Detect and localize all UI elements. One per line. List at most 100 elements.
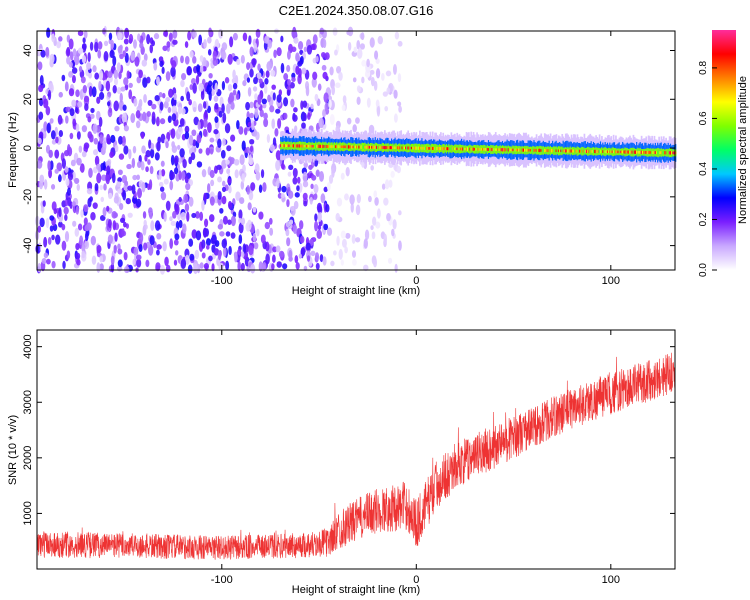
spectrogram-cell (191, 129, 197, 137)
spectrogram-cell (187, 264, 193, 274)
spectrogram-cell (68, 70, 74, 78)
spectrogram-cell (124, 180, 129, 187)
spectrogram-cell (334, 49, 338, 56)
spectrogram-cell (636, 150, 638, 154)
spectrogram-cell (154, 94, 160, 102)
spectrogram-cell (248, 245, 254, 256)
spectrogram-cell (406, 146, 408, 150)
spectrogram-cell (302, 171, 308, 183)
spectrogram-cell (375, 68, 381, 79)
spectrogram-cell (55, 234, 61, 245)
spectrogram-cell (142, 77, 148, 88)
spectrogram-cell (245, 101, 251, 111)
spectrogram-cell (239, 197, 245, 204)
spectrogram-cell (140, 132, 145, 140)
spectrogram-cell (170, 128, 176, 139)
spectrogram-cell (139, 232, 144, 244)
spectrogram-cell (403, 146, 406, 150)
spectrogram-cell (208, 27, 212, 36)
spectrogram-cell (298, 67, 302, 79)
spectrogram-cell (68, 88, 75, 97)
spectrogram-cell (126, 70, 131, 79)
spectrogram-cell (349, 194, 355, 205)
spectrogram-cell (193, 263, 198, 275)
spectrogram-cell (292, 224, 298, 235)
spectrogram-cell (213, 129, 219, 135)
spectrogram-cell (629, 150, 631, 154)
spectrogram-cell (267, 39, 273, 49)
spectrogram-cell (340, 172, 345, 180)
spectrogram-cell (74, 227, 80, 237)
spectrogram-cell (363, 145, 365, 149)
spectrogram-cell (227, 219, 232, 225)
spectrogram-cell (542, 148, 545, 153)
spectrogram-cell (341, 145, 344, 148)
spectrogram-cell (291, 144, 294, 148)
spectrogram-cell (447, 147, 449, 151)
spectrogram-cell (294, 144, 296, 148)
spectrogram-cell (248, 190, 254, 201)
spectrogram-cell (213, 95, 219, 102)
spectrogram-cell (61, 74, 66, 82)
spectrogram-cell (312, 34, 318, 45)
spectrogram-cell (333, 145, 336, 149)
spectrogram-cell (238, 217, 242, 224)
spectrogram-cell (151, 111, 156, 121)
spectrogram-cell (289, 219, 294, 225)
spectrogram-cell (412, 146, 414, 150)
spectrogram-cell (252, 58, 256, 68)
spectrogram-cell (332, 27, 338, 36)
spectrogram-cell (49, 53, 55, 64)
spectrogram-cell (117, 259, 123, 268)
spectrogram-cell (102, 161, 107, 171)
spectrogram-cell (335, 82, 341, 89)
spectrogram-cell (559, 149, 561, 153)
spectrogram-cell (532, 148, 534, 152)
spectrogram-cell (549, 149, 552, 153)
spectrogram-cell (269, 227, 274, 236)
spectrogram-cell (422, 146, 425, 150)
spectrogram-cell (147, 183, 151, 191)
spectrogram-cell (79, 235, 84, 246)
x-tick-label: 0 (413, 275, 419, 287)
spectrogram-cell (354, 145, 357, 149)
spectrogram-cell (361, 76, 365, 84)
spectrogram-cell (237, 261, 241, 272)
spectrogram-cell (413, 146, 415, 150)
spectrogram-cell (222, 137, 226, 147)
spectrogram-cell (409, 146, 412, 150)
spectrogram-cell (483, 148, 485, 151)
spectrogram-cell (303, 161, 308, 169)
spectrogram-cell (110, 255, 115, 266)
spectrogram-cell (340, 145, 343, 148)
spectrogram-cell (164, 256, 169, 267)
spectrogram-cell (63, 206, 69, 215)
spectrogram-cell (369, 69, 375, 75)
spectrogram-cell (145, 166, 149, 173)
spectrogram-cell (101, 174, 107, 182)
spectrogram-cell (66, 34, 71, 43)
spectrogram-cell (416, 146, 419, 150)
spectrogram-cell (393, 146, 396, 150)
spectrogram-cell (341, 104, 346, 111)
spectrogram-cell (633, 150, 636, 154)
spectrogram-cell (38, 97, 44, 107)
spectrogram-cell (377, 35, 383, 45)
spectrogram-cell (398, 240, 402, 251)
spectrogram-cell (331, 145, 334, 148)
spectrogram-cell (106, 205, 110, 212)
spectrogram-cell (357, 145, 359, 149)
spectrogram-cell (658, 151, 660, 154)
spectrogram-cell (374, 196, 379, 206)
spectrogram-cell (281, 143, 284, 148)
spectrogram-cell (50, 130, 56, 140)
spectrogram-cell (241, 251, 245, 258)
spectrogram-cell (538, 148, 540, 152)
spectrogram-cell (402, 146, 405, 150)
spectrogram-cell (258, 184, 263, 193)
spectrogram-cell (119, 53, 124, 60)
spectrogram-cell (506, 148, 509, 152)
spectrogram-cell (171, 141, 175, 148)
spectrogram-cell (321, 64, 327, 71)
spectrogram-cell (540, 149, 543, 152)
